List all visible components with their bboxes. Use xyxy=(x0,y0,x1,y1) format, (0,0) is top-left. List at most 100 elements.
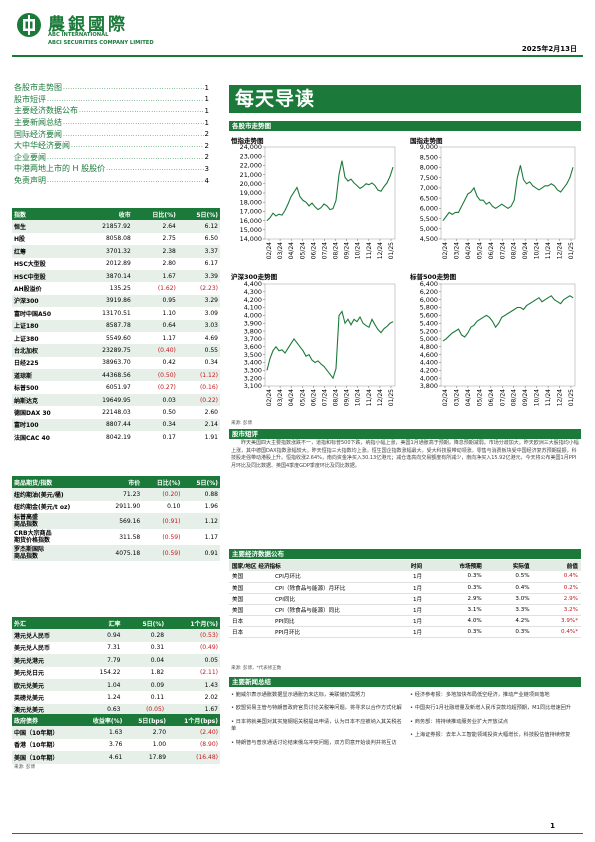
toc-item[interactable]: 主要新闻总结..................................… xyxy=(14,117,209,129)
indicator-cell: CPI（除食品与能源）月环比 xyxy=(269,582,389,594)
table-row: 富时中国A50 13170.51 1.10 3.09 xyxy=(12,307,220,319)
toc-item-label[interactable]: 大中华经济要闻 xyxy=(14,141,70,151)
toc-item-label[interactable]: 股市短评 xyxy=(14,94,46,104)
x-tick-label: 12/24 xyxy=(377,242,384,259)
news-item[interactable]: • 欧盟贸易主管与特朗普政府官员讨论关税等问题，将寻求以合作方式化解 xyxy=(231,705,402,712)
table-cell: 0.42 xyxy=(162,359,176,367)
data-point xyxy=(526,183,527,185)
table-cell: 0.4% xyxy=(484,582,533,594)
data-point xyxy=(520,307,521,308)
news-item[interactable]: • 经济参考报：多地加快布局低空经济，推动产业链项目落地 xyxy=(410,692,550,698)
plot-area xyxy=(264,283,396,387)
table-cell: 311.58 xyxy=(119,533,141,541)
table-cell: (0.05) xyxy=(122,703,167,717)
y-tick-label: 6,400 xyxy=(420,280,438,288)
commodity-table-header-row: 商品期货/指数 市价 日比(%) 5日(%) xyxy=(12,476,220,489)
news-item[interactable]: • 上海证券报：去年人工智能领域投资大幅增长，科技股估值持续修复 xyxy=(410,732,571,739)
data-point xyxy=(547,185,549,187)
indicator-cell: CPI同比 xyxy=(269,593,389,605)
plot-area xyxy=(440,146,576,240)
data-point xyxy=(299,346,301,348)
country-cell: 美国 xyxy=(229,593,269,605)
data-point xyxy=(362,322,364,324)
table-cell: 0.3% xyxy=(425,626,485,638)
table-cell: 4.2% xyxy=(484,615,533,627)
table-cell: 3.3% xyxy=(484,604,533,616)
toc-item[interactable]: 国际经济要闻..................................… xyxy=(14,128,209,140)
index-table: 指数 收市 日比(%) 5日(%) 恒生 21857.92 2.64 6.12 H股 8058.0… xyxy=(12,208,220,443)
toc-item-label[interactable]: 中港两地上市的 H 股股价 xyxy=(14,164,106,174)
news-column-left: • 鲍威尔表示通胀数据显示通胀仍未达标，美联储仍需努力 • 欧盟贸易主管与特朗普政… xyxy=(231,692,403,753)
table-cell: 2.70 xyxy=(124,726,169,739)
toc-item[interactable]: 企业要闻....................................… xyxy=(14,152,209,164)
data-point xyxy=(547,297,549,299)
data-point xyxy=(476,320,478,322)
news-item[interactable]: • 鲍威尔表示通胀数据显示通胀仍未达标，美联储仍需努力 xyxy=(231,692,366,698)
toc-item-label[interactable]: 主要经济数据公布 xyxy=(14,106,78,116)
data-point xyxy=(551,295,552,297)
data-point xyxy=(284,210,286,211)
toc-leader-dots: ........................................… xyxy=(47,177,204,185)
toc-item[interactable]: 大中华经济要闻.................................… xyxy=(14,140,209,152)
news-item[interactable]: • 中国央行1月社融增量及新增人民币贷款均超预期，M1同比增速回升 xyxy=(410,705,572,712)
news-item[interactable]: • 特朗普与普京通话讨论结束俄乌冲突问题，双方同意开始谈判并将互访 xyxy=(231,739,397,746)
table-cell: 3870.14 xyxy=(79,269,133,283)
table-row: 中国（10年期） 1.63 2.70 (2.40) xyxy=(12,726,220,739)
data-point xyxy=(451,332,453,334)
table-row: 美国 CPI月环比 1月 0.3% 0.5% 0.4% xyxy=(229,571,581,583)
table-cell: 0.5% xyxy=(484,571,533,583)
data-point xyxy=(513,199,515,201)
y-tick-label: 8,000 xyxy=(420,164,438,172)
table-cell: 1月 xyxy=(389,571,426,583)
data-point xyxy=(479,199,481,201)
table-cell: 44368.56 xyxy=(79,369,133,382)
data-point xyxy=(566,297,568,299)
x-tick-label: 08/24 xyxy=(333,242,340,259)
toc-item-label[interactable]: 各股市走势图 xyxy=(14,83,62,93)
table-cell: 1.67 xyxy=(166,703,220,717)
data-point xyxy=(308,354,310,355)
x-tick-label: 06/24 xyxy=(488,242,495,259)
table-cell: 6051.97 xyxy=(105,384,131,392)
table-cell: (0.50) xyxy=(132,369,178,382)
column-header: 市场预期 xyxy=(425,560,485,571)
toc-item[interactable]: 股市短评....................................… xyxy=(14,94,209,106)
news-item[interactable]: • 日本将就美国对其实施钢铝关税提出申请，认为日本不应被纳入其关税名单 xyxy=(231,718,402,733)
data-point xyxy=(338,315,340,316)
toc-item-label[interactable]: 免责声明 xyxy=(14,176,46,186)
table-cell: 8807.44 xyxy=(79,418,133,432)
x-tick-label: 10/24 xyxy=(355,242,362,259)
x-tick-label: 08/24 xyxy=(511,389,518,406)
toc-item[interactable]: 中港两地上市的 H 股股价...........................… xyxy=(14,163,209,175)
table-cell: 19649.95 xyxy=(79,393,133,407)
table-cell: 0.4% xyxy=(532,571,581,583)
data-point xyxy=(374,324,376,326)
table-cell: 0.34 xyxy=(132,418,178,432)
table-row: 上证180 8587.78 0.64 3.03 xyxy=(12,319,220,332)
toc-item[interactable]: 免责声明....................................… xyxy=(14,175,209,187)
data-point xyxy=(513,309,515,310)
row-label: 上证380 xyxy=(14,335,39,343)
table-cell: 1月 xyxy=(389,604,426,616)
data-point xyxy=(464,199,465,201)
toc-item-label[interactable]: 主要新闻总结 xyxy=(14,118,62,128)
toc-item-label[interactable]: 企业要闻 xyxy=(14,152,46,162)
table-cell: 0.3% xyxy=(425,582,485,594)
data-point xyxy=(535,187,537,189)
y-tick-label: 4,300 xyxy=(244,288,262,296)
y-tick-label: 3,100 xyxy=(244,382,262,390)
table-cell: 2.64 xyxy=(132,220,178,233)
table-cell: 1.96 xyxy=(204,503,218,511)
column-header: 1个月(bps) xyxy=(168,714,220,727)
x-tick-label: 10/24 xyxy=(534,242,541,259)
table-cell: (8.90) xyxy=(199,741,218,749)
table-row: 澳元兑美元 0.63 (0.05) 1.67 xyxy=(12,703,220,717)
x-tick-label: 09/24 xyxy=(344,389,351,406)
y-tick-label: 6,200 xyxy=(420,288,438,296)
news-item[interactable]: • 商务部：将持续推动服务业扩大开放试点 xyxy=(410,718,509,725)
toc-item[interactable]: 主要经济数据公布................................… xyxy=(14,105,209,117)
y-tick-label: 14,000 xyxy=(240,235,262,243)
toc-item-label[interactable]: 国际经济要闻 xyxy=(14,129,62,139)
table-row: 纳斯达克 19649.95 0.03 (0.22) xyxy=(12,393,220,407)
toc-item[interactable]: 各股市走势图..................................… xyxy=(14,82,209,94)
